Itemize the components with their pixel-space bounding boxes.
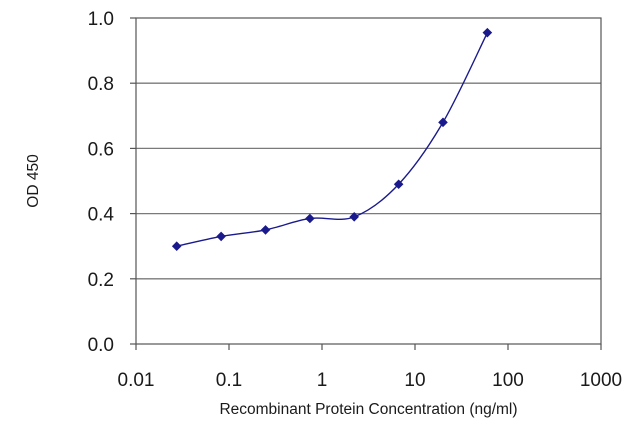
y-axis-title: OD 450 — [25, 154, 42, 208]
x-axis-title: Recombinant Protein Concentration (ng/ml… — [219, 401, 517, 418]
y-tick-label: 1.0 — [88, 9, 114, 30]
data-point — [438, 117, 448, 128]
y-tick-label: 0.2 — [88, 270, 114, 291]
y-tick-label: 0.0 — [88, 335, 114, 356]
x-tick-label: 100 — [492, 370, 524, 391]
axis-ticks — [130, 17, 602, 350]
x-tick-label: 1000 — [580, 370, 622, 391]
data-point — [171, 241, 182, 251]
data-point — [260, 225, 271, 235]
data-point — [393, 179, 404, 190]
data-point-markers — [171, 27, 493, 251]
x-axis-tick-labels: 0.01 0.1 1 10 100 1000 — [118, 370, 623, 391]
y-tick-label: 0.4 — [88, 205, 115, 226]
y-tick-label: 0.8 — [88, 74, 114, 95]
data-point — [482, 27, 493, 38]
y-tick-label: 0.6 — [88, 139, 114, 160]
x-tick-label: 0.1 — [216, 370, 242, 391]
data-point — [349, 212, 360, 222]
x-tick-label: 0.01 — [118, 370, 155, 391]
plot-area-frame — [135, 17, 602, 345]
x-tick-label: 1 — [317, 370, 328, 391]
y-axis-tick-labels: 0.0 0.2 0.4 0.6 0.8 1.0 — [88, 9, 115, 356]
x-tick-label: 10 — [404, 370, 425, 391]
gridlines — [136, 82, 601, 280]
data-point — [305, 213, 315, 224]
data-point — [216, 231, 226, 242]
